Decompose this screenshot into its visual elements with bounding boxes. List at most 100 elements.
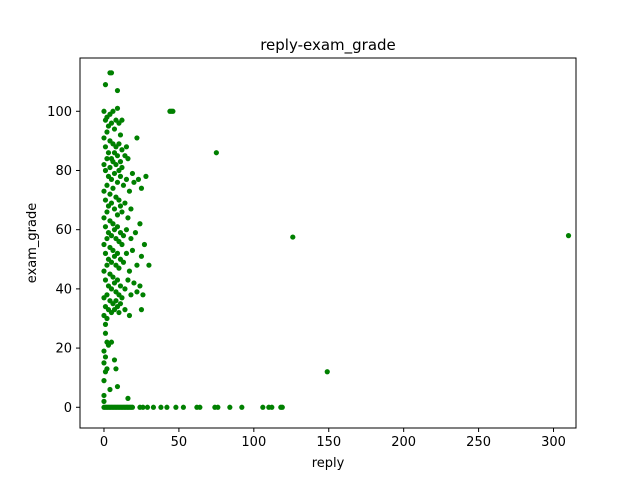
data-point [119, 241, 125, 248]
data-point [113, 366, 119, 372]
data-point [119, 147, 125, 153]
data-point [110, 108, 116, 114]
data-point [113, 298, 119, 304]
data-point [140, 292, 146, 298]
data-point [117, 159, 124, 165]
data-point [108, 259, 115, 265]
data-point [114, 87, 121, 94]
x-tick-label: 100 [241, 435, 266, 450]
x-axis-ticks: 0 50 100 150 200 250 300 [100, 428, 566, 450]
data-point [215, 404, 221, 410]
data-point [111, 170, 118, 177]
data-point [144, 404, 151, 410]
data-point [102, 144, 109, 150]
data-point [138, 307, 145, 313]
data-point [101, 135, 107, 141]
data-point [101, 108, 107, 114]
data-point [227, 404, 233, 410]
data-point [119, 117, 125, 123]
data-point [101, 161, 107, 168]
data-point [117, 203, 124, 209]
data-point [108, 200, 115, 206]
data-point [114, 179, 121, 185]
data-point [122, 200, 128, 206]
x-tick-label: 300 [541, 435, 566, 450]
data-point [123, 176, 130, 182]
data-point [102, 354, 109, 360]
data-point [101, 215, 107, 221]
x-tick-label: 250 [466, 435, 491, 450]
data-point [110, 274, 116, 280]
data-point [134, 262, 140, 268]
data-point [108, 286, 115, 292]
data-point [122, 307, 128, 313]
data-points [101, 70, 572, 410]
data-point [129, 404, 136, 410]
data-point [180, 404, 186, 410]
data-point [102, 250, 109, 256]
data-point [260, 404, 266, 410]
data-point [279, 404, 285, 410]
data-point [120, 233, 127, 239]
data-point [104, 209, 110, 215]
data-point [102, 277, 109, 283]
data-point [125, 156, 131, 162]
data-point [101, 360, 107, 366]
data-point [128, 292, 134, 298]
data-point [111, 357, 118, 363]
data-point [137, 221, 143, 227]
data-point [107, 191, 113, 197]
y-tick-label: 40 [55, 282, 72, 297]
data-point [108, 339, 115, 345]
data-point [104, 156, 110, 162]
data-point [126, 312, 133, 319]
data-point [565, 233, 572, 239]
data-point [129, 247, 136, 253]
data-point [125, 277, 131, 283]
data-point [117, 301, 124, 307]
data-point [119, 164, 125, 171]
data-point [101, 241, 107, 248]
data-point [213, 150, 219, 156]
data-point [131, 179, 137, 185]
data-point [116, 309, 122, 316]
data-point [110, 185, 116, 191]
data-point [110, 221, 116, 227]
data-point [108, 176, 115, 182]
data-point [114, 105, 121, 111]
x-tick-label: 200 [391, 435, 416, 450]
data-point [102, 82, 109, 88]
data-point [114, 277, 121, 283]
data-point [290, 234, 296, 240]
data-point [143, 173, 149, 179]
y-tick-label: 60 [55, 223, 72, 238]
data-point [117, 132, 124, 138]
data-point [101, 188, 107, 194]
data-point [132, 230, 139, 236]
data-point [125, 215, 131, 221]
data-point [102, 224, 109, 230]
data-point [117, 173, 124, 179]
data-point [102, 321, 109, 327]
data-point [158, 404, 164, 410]
data-point [140, 404, 146, 410]
data-point [108, 120, 115, 126]
data-point [114, 250, 121, 256]
data-point [104, 129, 110, 135]
data-point [146, 262, 152, 268]
data-point [107, 386, 113, 393]
y-tick-label: 80 [55, 164, 72, 179]
data-point [197, 404, 203, 410]
data-point [111, 206, 118, 212]
data-point [123, 250, 130, 256]
y-axis-ticks: 0 20 40 60 80 100 [47, 105, 80, 416]
data-point [122, 286, 128, 292]
y-tick-label: 0 [64, 401, 72, 416]
data-point [239, 404, 245, 410]
data-point [123, 144, 130, 150]
data-point [164, 404, 170, 410]
y-tick-label: 20 [55, 342, 72, 357]
data-point [170, 108, 176, 114]
